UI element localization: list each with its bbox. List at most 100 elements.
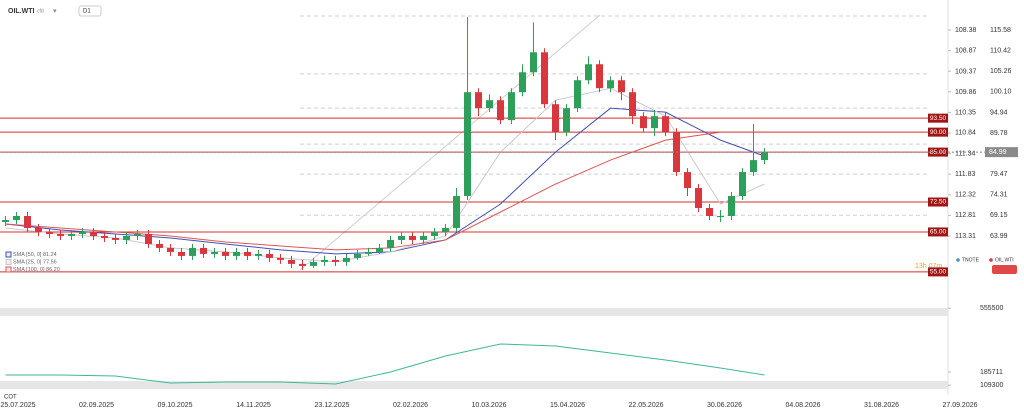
- countdown: 13h 07m: [915, 263, 942, 270]
- legend-label[interactable]: TNOTE: [962, 257, 980, 263]
- candle-body: [409, 235, 416, 240]
- candle-body: [299, 263, 306, 266]
- timeframe-box[interactable]: [78, 5, 102, 17]
- candle-body: [486, 100, 493, 109]
- y-tick-label: 79.47: [990, 171, 1008, 178]
- candle-body: [156, 243, 163, 248]
- candle-body: [46, 231, 53, 234]
- x-tick-label: 04.08.2026: [785, 402, 820, 409]
- ma-legend-icon: [5, 266, 12, 273]
- price-level-box: [928, 227, 948, 237]
- candle-body: [563, 108, 570, 133]
- legend-swatch: [992, 265, 1017, 274]
- indicator-name: COT: [4, 395, 17, 401]
- candle-body: [134, 233, 141, 236]
- candle-body: [354, 253, 361, 258]
- x-tick-label: 14.11.2025: [236, 402, 271, 409]
- candle-body: [431, 231, 438, 236]
- candle-body: [541, 52, 548, 105]
- price-level-box: [928, 267, 948, 277]
- candle-body: [706, 208, 713, 216]
- y-tick-label: 185711: [980, 369, 1003, 376]
- candle-body: [684, 172, 691, 189]
- candle-body: [200, 247, 207, 254]
- y2-tick-label: 111.83: [955, 171, 975, 178]
- symbol[interactable]: OIL.WTI: [8, 8, 34, 15]
- candle-body: [728, 196, 735, 216]
- ma-legend: SMA [25, 0] 77.56: [13, 259, 57, 265]
- y-tick-label: 74.31: [990, 192, 1008, 199]
- candle-body: [750, 160, 757, 173]
- candle-body: [497, 100, 504, 121]
- x-tick-label: 31.08.2026: [864, 402, 899, 409]
- candle-body: [629, 92, 636, 117]
- timeframe[interactable]: D1: [83, 9, 91, 15]
- price-level-label: 65.00: [930, 229, 947, 236]
- y2-tick-label: 110.35: [955, 109, 976, 116]
- candle-body: [607, 80, 614, 89]
- indicator-line: [5, 343, 765, 385]
- candle-body: [277, 257, 284, 260]
- candle-body: [321, 259, 328, 262]
- symbol-kind: cfd: [37, 8, 44, 14]
- price-level-box: [928, 113, 948, 123]
- price-level-label: 72.50: [930, 199, 947, 206]
- candle-body: [310, 261, 317, 266]
- candle-body: [145, 233, 152, 244]
- y-tick-label: 100.10: [990, 89, 1012, 96]
- price-level-label: 55.00: [930, 269, 947, 276]
- candle-body: [552, 104, 559, 133]
- y-tick-label: 105.26: [990, 68, 1012, 75]
- candle-body: [2, 219, 9, 222]
- x-tick-label: 15.04.2026: [550, 402, 585, 409]
- ma-legend-icon: [5, 259, 12, 265]
- price-level-label: 90.00: [930, 129, 947, 136]
- candle-body: [530, 52, 537, 73]
- y-tick-label: 94.94: [990, 109, 1008, 116]
- y2-tick-label: 109.37: [955, 68, 977, 75]
- candle-body: [761, 152, 768, 161]
- candle-body: [695, 188, 702, 209]
- y2-tick-label: 108.38: [955, 27, 977, 34]
- y2-tick-label: 110.84: [955, 130, 976, 137]
- candle-body: [387, 239, 394, 248]
- x-tick-label: 02.02.2026: [393, 402, 428, 409]
- x-tick-label: 25.07.2025: [0, 402, 35, 409]
- candle-body: [717, 215, 724, 217]
- y-tick-label: 63.99: [990, 233, 1008, 240]
- legend-dot: [989, 258, 993, 262]
- candle-body: [222, 251, 229, 256]
- panel-separator: [0, 308, 948, 316]
- y2-tick-label: 112.81: [955, 212, 976, 219]
- candle-body: [365, 251, 372, 254]
- x-tick-label: 27.09.2026: [942, 402, 977, 409]
- trendline: [299, 14, 601, 271]
- candle-body: [101, 235, 108, 238]
- candle-body: [574, 80, 581, 109]
- x-tick-label: 30.06.2026: [707, 402, 742, 409]
- ma-legend: SMA [50, 0] 81.24: [13, 252, 57, 258]
- candle-body: [343, 257, 350, 262]
- candle-body: [519, 72, 526, 93]
- candle-body: [464, 92, 471, 197]
- candle-body: [167, 247, 174, 252]
- y2-tick-label: 113.31: [955, 233, 976, 240]
- legend-dot: [956, 258, 960, 262]
- candle-body: [640, 116, 647, 129]
- candle-body: [376, 247, 383, 252]
- candle-body: [739, 172, 746, 197]
- legend-label[interactable]: OIL.WTI: [995, 257, 1014, 263]
- candle-body: [233, 251, 240, 256]
- candle-body: [618, 80, 625, 93]
- price-level-label: 93.50: [930, 115, 947, 122]
- last-price-label: 84.99: [989, 149, 1007, 156]
- price-level-box: [928, 197, 948, 207]
- y2-tick-label: 112.32: [955, 192, 976, 199]
- ma-legend: SMA [100, 0] 86.20: [13, 267, 60, 273]
- y2-tick-label: 109.86: [955, 89, 977, 96]
- dropdown-arrow[interactable]: ▾: [53, 8, 57, 15]
- candle-body: [288, 259, 295, 264]
- candle-body: [35, 227, 42, 232]
